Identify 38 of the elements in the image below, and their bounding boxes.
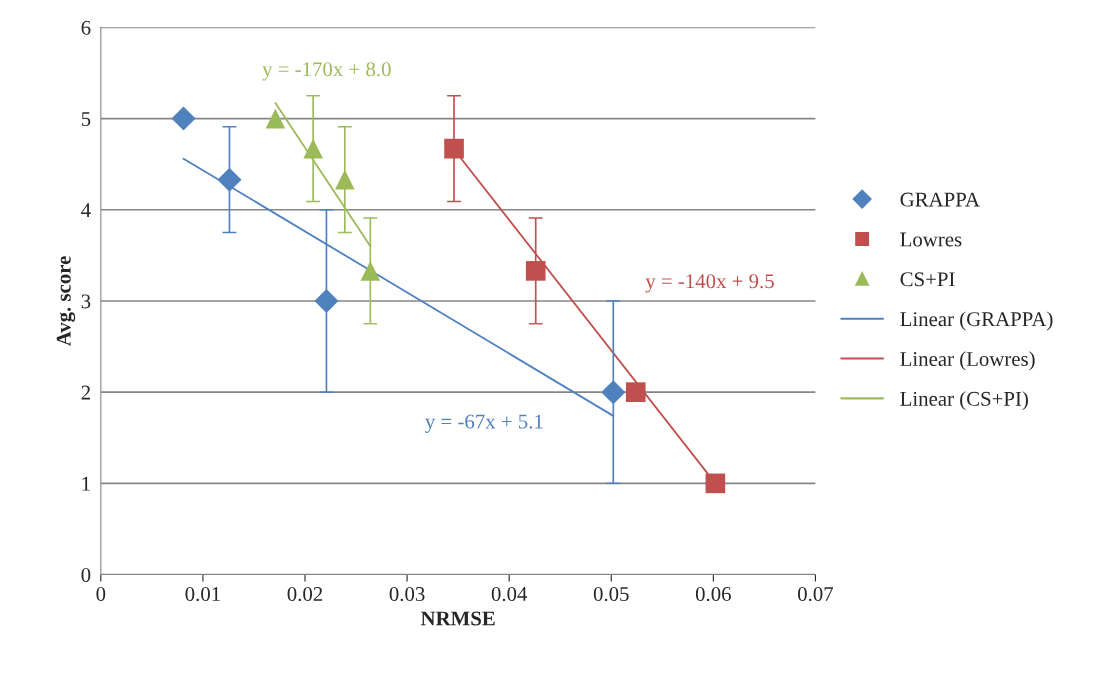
y-tick-label: 5: [81, 112, 91, 126]
y-tick-label: 6: [81, 20, 91, 35]
legend-label: Linear (CS+PI): [900, 391, 1028, 411]
x-tick-label: 0.06: [695, 586, 731, 602]
point: [625, 382, 646, 402]
annotation: y = -170x + 8.0: [262, 62, 391, 81]
point: [705, 473, 726, 494]
point: [360, 261, 381, 281]
x-tick-label: 0.04: [491, 586, 528, 602]
x-tick-label: 0.05: [593, 586, 629, 602]
legend-label: Lowres: [900, 232, 962, 247]
y-tick-label: 4: [81, 203, 91, 217]
point: [334, 169, 355, 190]
point: [303, 138, 323, 159]
y-axis-title: Avg. score: [56, 256, 76, 347]
point: [314, 288, 339, 313]
x-tick-label: 0.01: [185, 586, 220, 602]
annotation: y = -140x + 9.5: [645, 274, 774, 293]
legend-label: Linear (GRAPPA): [900, 311, 1053, 331]
point: [601, 380, 626, 405]
y-tick-label: 3: [81, 294, 91, 309]
legend-label: GRAPPA: [900, 192, 980, 207]
x-tick-label: 0.02: [287, 586, 323, 602]
legend-label: CS+PI: [900, 272, 955, 287]
point: [265, 108, 286, 129]
point: [171, 106, 196, 131]
x-tick-label: 0.07: [797, 586, 834, 602]
y-tick-label: 0: [81, 567, 91, 582]
point: [525, 261, 546, 281]
point: [217, 167, 242, 192]
annotation: y = -67x + 5.1: [425, 414, 543, 433]
legend-label: Linear (Lowres): [900, 351, 1035, 371]
y-tick-label: 2: [81, 385, 90, 400]
y-tick-label: 1: [82, 476, 90, 491]
x-tick-label: 0: [96, 586, 106, 602]
x-axis-title: NRMSE: [420, 611, 495, 626]
x-tick-label: 0.03: [389, 586, 425, 602]
point: [444, 138, 464, 159]
